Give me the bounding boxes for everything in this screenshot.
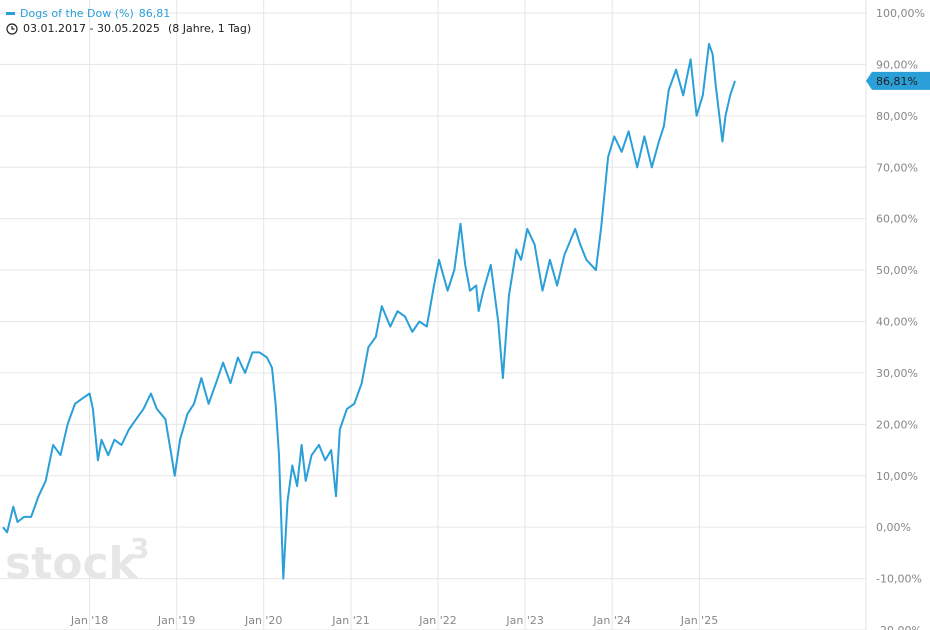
y-tick-label: 50,00% <box>876 264 918 277</box>
date-duration: (8 Jahre, 1 Tag) <box>167 22 252 35</box>
x-tick-label: Jan '18 <box>70 614 108 627</box>
y-axis-ticks: 100,00% 90,00% 80,00% 70,00% 60,00% 50,00% 40,… <box>876 7 925 630</box>
x-tick-label: Jan '21 <box>331 614 369 627</box>
last-value-badge: 86,81% <box>866 71 930 90</box>
y-tick-label: 10,00% <box>876 470 918 483</box>
y-tick-label: 100,00% <box>876 7 925 20</box>
y-tick-label: 30,00% <box>876 367 918 380</box>
legend-series-name: Dogs of the Dow (%) <box>20 7 134 20</box>
y-tick-label: 20,00% <box>876 418 918 431</box>
y-tick-label: 60,00% <box>876 213 918 226</box>
watermark-logo: stock 3 <box>5 532 149 589</box>
y-tick-label: -10,00% <box>876 573 922 586</box>
y-tick-label: 80,00% <box>876 110 918 123</box>
last-value-badge-shape <box>866 71 930 90</box>
y-tick-label: 0,00% <box>876 521 911 534</box>
x-tick-label: Jan '19 <box>157 614 195 627</box>
legend-series-value: 86,81 <box>138 7 171 20</box>
last-value-label: 86,81% <box>876 75 918 88</box>
series-swatch <box>6 12 15 15</box>
legend-series-row[interactable]: Dogs of the Dow (%) 86,81 <box>6 6 251 21</box>
series-line <box>2 42 736 580</box>
x-axis-ticks: Jan '18 Jan '19 Jan '20 Jan '21 Jan '22 Jan '… <box>70 614 718 627</box>
x-tick-label: Jan '24 <box>592 614 630 627</box>
x-tick-label: Jan '25 <box>680 614 718 627</box>
legend-range-row: 03.01.2017 - 30.05.2025 (8 Jahre, 1 Tag) <box>6 21 251 36</box>
y-tick-label: 90,00% <box>876 58 918 71</box>
series-group <box>2 42 736 580</box>
x-tick-label: Jan '22 <box>418 614 456 627</box>
x-tick-label: Jan '23 <box>505 614 543 627</box>
grid-lines <box>0 0 867 630</box>
clock-icon <box>6 22 18 35</box>
x-tick-label: Jan '20 <box>244 614 282 627</box>
y-tick-label: 70,00% <box>876 161 918 174</box>
watermark-superscript: 3 <box>130 532 149 565</box>
watermark-text: stock <box>5 538 140 589</box>
date-range: 03.01.2017 - 30.05.2025 <box>23 22 160 35</box>
y-tick-label: -20,00% <box>876 624 922 630</box>
chart-legend: Dogs of the Dow (%) 86,81 03.01.2017 - 3… <box>6 6 251 36</box>
y-tick-label: 40,00% <box>876 316 918 329</box>
